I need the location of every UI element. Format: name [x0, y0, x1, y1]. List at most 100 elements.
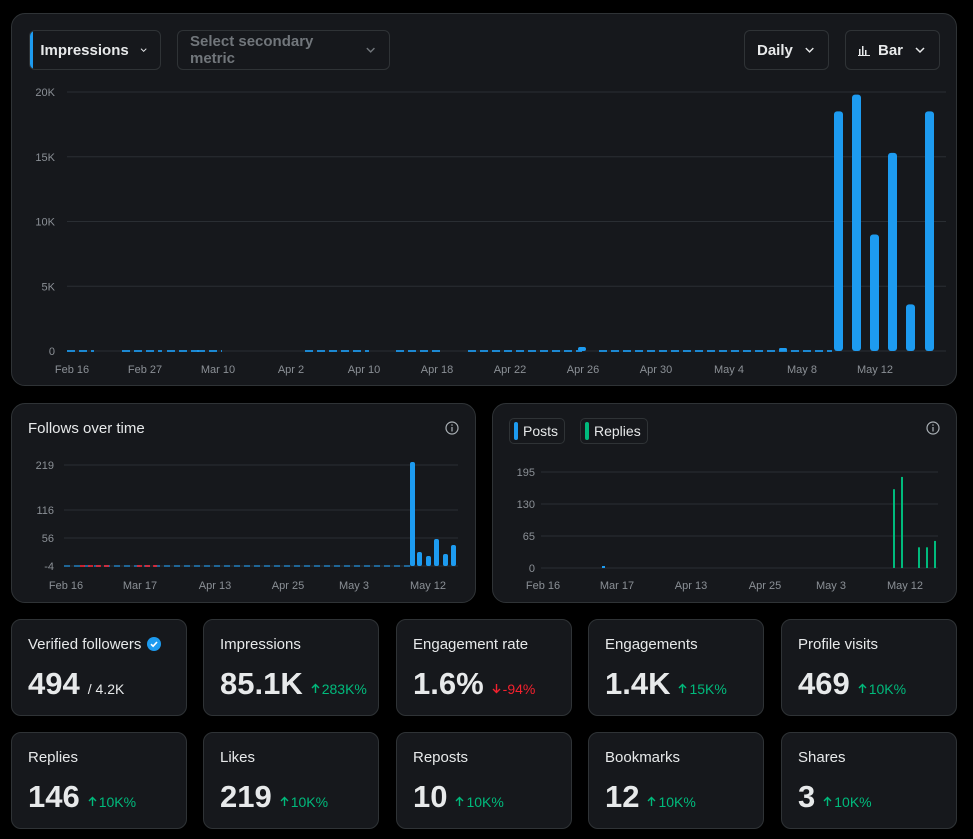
stat-change-value: 10K% [98, 794, 137, 810]
x-tick-label: May 12 [887, 580, 923, 592]
replies-swatch [585, 422, 589, 440]
legend-posts[interactable]: Posts [509, 418, 566, 444]
stat-value: 219 [220, 779, 272, 814]
bar [870, 234, 879, 351]
stat-change-value: 10K% [466, 794, 504, 810]
y-tick-label: 130 [517, 499, 535, 511]
stat-card[interactable]: Engagements 1.4K 15K% [588, 619, 764, 716]
stat-change: 10K% [88, 794, 136, 810]
chevron-down-icon [140, 48, 147, 53]
x-tick-label: May 4 [714, 364, 744, 376]
x-tick-label: Mar 17 [600, 580, 634, 592]
stat-value: 494 [28, 666, 80, 701]
bar [926, 547, 928, 568]
secondary-metric-placeholder: Select secondary metric [190, 33, 314, 67]
stat-label: Impressions [220, 636, 301, 653]
stat-card[interactable]: Shares 3 10K% [781, 732, 957, 829]
stat-card[interactable]: Engagement rate 1.6% -94% [396, 619, 572, 716]
bar [426, 556, 431, 566]
x-tick-label: Apr 25 [749, 580, 781, 592]
x-tick-label: Apr 13 [199, 580, 231, 592]
legend-replies[interactable]: Replies [580, 418, 648, 444]
x-tick-label: Feb 16 [49, 580, 83, 592]
posts-chart-panel: Posts Replies 0 65 130 195 Feb 16 Mar 17 Apr 1… [492, 403, 957, 603]
stat-card[interactable]: Verified followers 494 / 4.2K [11, 619, 187, 716]
posts-replies-chart: 0 65 130 195 Feb 16 Mar 17 Apr 13 Apr 25 May 3 Ma… [517, 467, 938, 592]
stat-value: 1.6% [413, 666, 484, 701]
interval-select-label: Daily [757, 41, 793, 59]
x-tick-label: May 12 [857, 364, 893, 376]
stat-card[interactable]: Reposts 10 10K% [396, 732, 572, 829]
stat-label: Verified followers [28, 636, 162, 653]
bar [602, 566, 605, 568]
y-tick-label: 20K [35, 87, 55, 99]
arrow-up-icon [678, 683, 687, 693]
stat-change-value: 283K% [321, 681, 367, 697]
x-tick-label: Apr 10 [348, 364, 380, 376]
follows-chart: -4 56 116 219 Feb 16 Mar 17 Apr 13 Apr 25 May 3 M… [36, 460, 458, 592]
stat-value-row: 469 10K% [798, 666, 906, 702]
x-tick-label: Mar 10 [201, 364, 235, 376]
arrow-down-icon [492, 684, 501, 694]
bar [925, 111, 934, 351]
bar [918, 547, 920, 568]
stat-value-row: 1.4K 15K% [605, 666, 727, 702]
stat-value-row: 219 10K% [220, 779, 328, 815]
metric-select[interactable]: Impressions [29, 30, 161, 70]
bar [410, 462, 415, 566]
y-tick-label: 0 [529, 563, 535, 575]
interval-select[interactable]: Daily [744, 30, 829, 70]
stat-label: Replies [28, 749, 79, 766]
bar [934, 540, 936, 568]
stat-value: 12 [605, 779, 640, 814]
y-tick-label: 116 [36, 505, 54, 517]
x-tick-label: May 8 [787, 364, 817, 376]
stat-value: 469 [798, 666, 850, 701]
arrow-up-icon [88, 796, 97, 806]
chart-type-label: Bar [878, 41, 904, 59]
stat-value-row: 3 10K% [798, 779, 872, 815]
x-tick-label: May 3 [339, 580, 369, 592]
bar [578, 347, 586, 351]
chart-type-select[interactable]: Bar [845, 30, 940, 70]
stat-card[interactable]: Impressions 85.1K 283K% [203, 619, 379, 716]
follows-chart-panel: Follows over time -4 56 116 219 Feb 16 Mar 17… [11, 403, 476, 603]
stat-card[interactable]: Bookmarks 12 10K% [588, 732, 764, 829]
x-tick-label: May 3 [816, 580, 846, 592]
bar [852, 94, 861, 351]
impressions-chart-panel: Impressions Select secondary metric Dail… [11, 13, 957, 386]
stat-card[interactable]: Likes 219 10K% [203, 732, 379, 829]
stat-change-value: 10K% [868, 681, 907, 697]
stat-change: 10K% [858, 681, 906, 697]
metric-select-label: Impressions [40, 41, 129, 59]
x-tick-label: Apr 22 [494, 364, 526, 376]
x-tick-label: Apr 18 [421, 364, 453, 376]
info-icon[interactable] [445, 421, 459, 435]
stat-card[interactable]: Profile visits 469 10K% [781, 619, 957, 716]
info-icon[interactable] [926, 421, 940, 435]
impressions-chart: 0 5K 10K 15K 20K Feb 16 Feb 27 Mar 10 Apr 2 Apr 1… [35, 87, 946, 376]
stat-change-value: 10K% [658, 794, 696, 810]
legend-posts-label: Posts [523, 423, 559, 439]
secondary-metric-select[interactable]: Select secondary metric [177, 30, 390, 70]
bar [417, 552, 422, 566]
y-tick-label: -4 [44, 561, 54, 573]
bar [906, 304, 915, 351]
stat-value: 146 [28, 779, 80, 814]
stat-value: 3 [798, 779, 816, 814]
bar [893, 489, 895, 568]
x-tick-label: Mar 17 [123, 580, 157, 592]
stat-change: 283K% [311, 681, 367, 697]
stat-value: 85.1K [220, 666, 303, 701]
x-tick-label: Feb 16 [526, 580, 560, 592]
arrow-up-icon [647, 796, 656, 806]
stat-value-row: 146 10K% [28, 779, 136, 815]
stat-change: 10K% [823, 794, 872, 810]
stat-label: Profile visits [798, 636, 879, 653]
stat-card[interactable]: Replies 146 10K% [11, 732, 187, 829]
x-tick-label: Feb 16 [55, 364, 89, 376]
chevron-down-icon [366, 47, 375, 53]
y-tick-label: 15K [35, 152, 55, 164]
stat-value: 10 [413, 779, 448, 814]
stat-value-row: 12 10K% [605, 779, 696, 815]
